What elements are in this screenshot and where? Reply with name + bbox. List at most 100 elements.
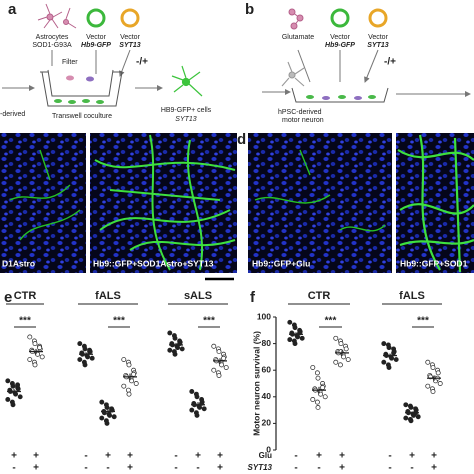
x-sign: + (33, 451, 39, 462)
x-sign: - (12, 463, 15, 474)
y-tick-label: 40 (262, 391, 272, 401)
data-point (287, 337, 293, 343)
data-point (430, 389, 436, 394)
data-point (310, 397, 316, 402)
plots: e CTR***+-++fALS***--+-++sALS***--+-++f02… (4, 289, 443, 474)
data-point (27, 357, 33, 363)
data-point (133, 381, 139, 386)
group-label: CTR (308, 290, 331, 302)
x-sign: + (11, 451, 17, 462)
data-point (194, 394, 200, 400)
data-point (425, 359, 431, 365)
data-point (87, 349, 93, 355)
x-sign: + (316, 451, 322, 462)
data-point (310, 365, 316, 370)
data-point (338, 341, 344, 347)
cells (306, 95, 376, 100)
significance: *** (325, 316, 337, 327)
x-sign: + (127, 463, 133, 474)
data-point (435, 370, 441, 376)
data-point (179, 346, 185, 352)
x-sign: - (174, 463, 177, 474)
neuron-icon (281, 61, 305, 87)
transwell (40, 69, 123, 107)
data-point (172, 351, 178, 357)
data-point (201, 406, 207, 412)
significance: *** (203, 316, 215, 327)
label: Hb9-GFP (81, 42, 111, 49)
group-label: sALS (184, 290, 212, 302)
y-tick-label: 0 (266, 444, 271, 454)
data-point (403, 415, 409, 421)
micrograph (0, 133, 86, 273)
data-point (10, 402, 16, 408)
significance: *** (113, 316, 125, 327)
glutamate-icon (288, 8, 304, 30)
neuron-icon (171, 65, 203, 97)
x-sign: - (388, 451, 391, 462)
label: Hb9-GFP (325, 42, 355, 49)
label: Vector (86, 34, 107, 41)
data-point (131, 371, 137, 377)
data-point (315, 375, 321, 381)
plasmid-icon (368, 8, 388, 28)
data-point (345, 357, 351, 363)
group-label: fALS (399, 290, 425, 302)
x-sign: - (294, 451, 297, 462)
data-point (89, 355, 95, 361)
x-sign: + (431, 451, 437, 462)
cell (86, 76, 94, 82)
data-point (437, 381, 443, 386)
cell (66, 75, 74, 81)
x-sign: - (196, 463, 199, 474)
x-sign: + (105, 451, 111, 462)
panel-label: f (250, 289, 256, 306)
data-point (82, 362, 88, 368)
micrograph (248, 133, 392, 273)
x-sign: + (217, 451, 223, 462)
data-point (77, 341, 83, 347)
data-point (111, 414, 117, 420)
data-point (32, 341, 38, 347)
data-point (5, 397, 11, 402)
label: Astrocytes (36, 34, 69, 41)
neurite (9, 149, 81, 241)
label: Filter (62, 59, 78, 66)
data-point (99, 399, 105, 405)
data-point (126, 362, 132, 368)
plasmid-icon (330, 8, 350, 28)
x-sign: - (84, 463, 87, 474)
label: Transwell coculture (52, 113, 112, 120)
data-point (189, 389, 195, 394)
data-point (333, 359, 339, 365)
data-point (337, 362, 343, 368)
data-point (343, 346, 349, 352)
data-point (194, 412, 200, 418)
x-row-label: Glu (259, 451, 272, 460)
data-point (381, 359, 387, 365)
data-point (104, 420, 110, 426)
x-sign: + (409, 451, 415, 462)
astrocyte-icon (37, 3, 77, 29)
data-point (292, 325, 298, 331)
x-sign: + (217, 463, 223, 474)
label: Glutamate (282, 34, 314, 41)
data-point (314, 370, 320, 376)
micrograph (90, 133, 237, 273)
x-sign: + (195, 451, 201, 462)
data-point (77, 357, 83, 363)
group-label: CTR (14, 290, 37, 302)
neurite (94, 134, 236, 271)
panel-label: e (4, 289, 12, 306)
data-point (121, 357, 127, 363)
panel-c: D1Astro Hb9::GFP+SOD1Astro+SYT13 (0, 133, 237, 281)
label: Vector (368, 34, 389, 41)
label: Vector (120, 34, 141, 41)
data-point (189, 407, 195, 413)
label: Vector (330, 34, 351, 41)
dish (291, 87, 389, 103)
data-point (5, 378, 11, 384)
data-point (333, 335, 339, 341)
label: hPSC-derived (278, 109, 322, 116)
data-point (287, 319, 293, 325)
